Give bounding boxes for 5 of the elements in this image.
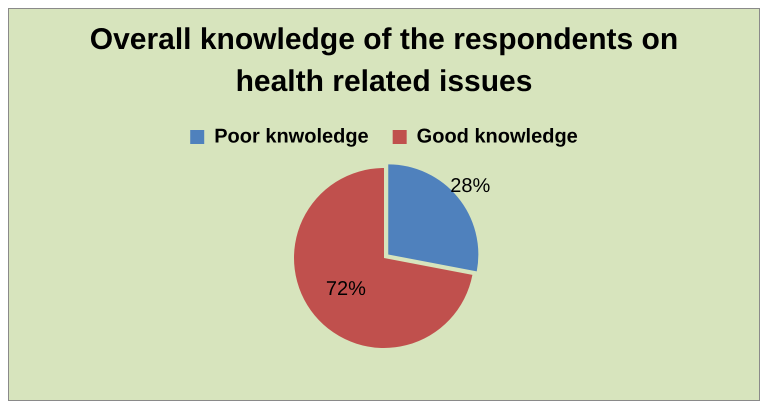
data-label: 72% bbox=[326, 278, 366, 300]
legend-label: Good knowledge bbox=[416, 126, 578, 148]
chart-title: Overall knowledge of the respondents on health related issues bbox=[88, 22, 680, 100]
legend-label: Poor knwoledge bbox=[214, 126, 369, 148]
data-label: 28% bbox=[450, 175, 491, 198]
